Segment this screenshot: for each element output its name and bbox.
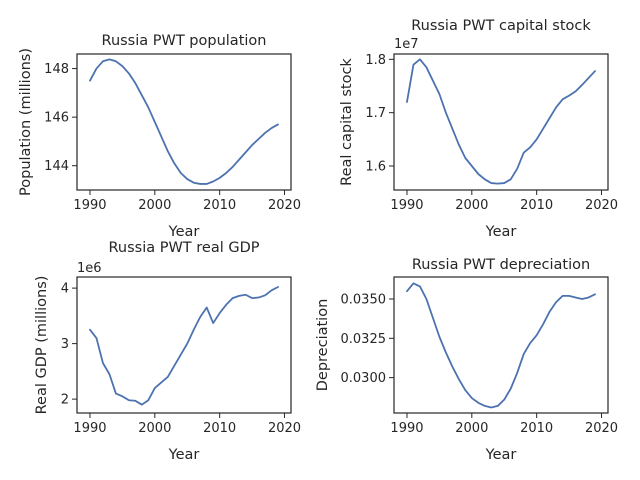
x-tick-group: 1990 2000 2010 2020 xyxy=(73,413,301,436)
series-line xyxy=(406,58,596,185)
x-tick-label: 2010 xyxy=(203,198,236,213)
chart-title: Russia PWT capital stock xyxy=(411,18,591,34)
x-tick-label: 1990 xyxy=(73,198,106,213)
y-tick-group: 144 146 148 xyxy=(44,62,77,174)
y-tick-label: 4 xyxy=(61,282,69,297)
y-tick-label: 0.0300 xyxy=(341,371,387,386)
x-tick-label: 2020 xyxy=(268,421,301,436)
panel-capital-stock: Russia PWT capital stock 1e7 1990 2000 201… xyxy=(339,18,618,240)
x-tick-label: 2020 xyxy=(268,198,301,213)
y-tick-label: 0.0325 xyxy=(341,332,387,347)
y-axis-label: Real capital stock xyxy=(339,58,355,186)
x-tick-label: 2010 xyxy=(520,198,553,213)
y-axis-label: Depreciation xyxy=(315,299,331,392)
x-tick-label: 2000 xyxy=(455,421,488,436)
x-tick-label: 1990 xyxy=(73,421,106,436)
series-line xyxy=(89,286,279,406)
panel-depreciation: Russia PWT depreciation 1990 2000 2010 2020… xyxy=(315,257,618,463)
y-tick-label: 148 xyxy=(44,62,69,77)
y-tick-label: 144 xyxy=(44,159,69,174)
y-tick-group: 0.0300 0.0325 0.0350 xyxy=(341,293,394,386)
x-axis-label: Year xyxy=(168,224,200,240)
plot-frame xyxy=(393,53,609,191)
x-tick-label: 2010 xyxy=(203,421,236,436)
x-tick-group: 1990 2000 2010 2020 xyxy=(73,190,301,213)
x-tick-label: 2010 xyxy=(520,421,553,436)
series-line xyxy=(406,282,596,409)
panel-population: Russia PWT population 1990 2000 2010 2020 1… xyxy=(18,33,301,240)
x-tick-label: 1990 xyxy=(390,198,423,213)
y-tick-group: 2 3 4 xyxy=(61,282,77,408)
chart-title: Russia PWT depreciation xyxy=(412,257,590,273)
y-axis-label: Real GDP (millions) xyxy=(34,276,50,415)
x-axis-label: Year xyxy=(168,447,200,463)
y-tick-group: 1.6 1.7 1.8 xyxy=(365,53,394,175)
x-tick-label: 2000 xyxy=(138,421,171,436)
offset-label: 1e6 xyxy=(77,261,102,276)
y-tick-label: 146 xyxy=(44,111,69,126)
x-tick-label: 2020 xyxy=(585,198,618,213)
x-tick-group: 1990 2000 2010 2020 xyxy=(390,190,618,213)
x-axis-label: Year xyxy=(485,224,517,240)
x-tick-label: 1990 xyxy=(390,421,423,436)
y-tick-label: 2 xyxy=(61,393,69,408)
panel-real-gdp: Russia PWT real GDP 1e6 1990 2000 2010 2020… xyxy=(34,240,301,463)
y-tick-label: 1.6 xyxy=(365,160,386,175)
offset-label: 1e7 xyxy=(394,37,419,52)
y-tick-label: 1.8 xyxy=(365,53,386,68)
x-tick-label: 2000 xyxy=(138,198,171,213)
x-tick-group: 1990 2000 2010 2020 xyxy=(390,413,618,436)
series-line xyxy=(89,58,279,185)
y-tick-label: 1.7 xyxy=(365,106,386,121)
y-tick-label: 3 xyxy=(61,337,69,352)
plot-frame xyxy=(76,53,292,191)
x-tick-label: 2000 xyxy=(455,198,488,213)
y-axis-label: Population (millions) xyxy=(18,48,34,196)
plot-frame xyxy=(393,276,609,414)
x-axis-label: Year xyxy=(485,447,517,463)
plot-frame xyxy=(76,276,292,414)
chart-title: Russia PWT population xyxy=(102,33,267,49)
y-tick-label: 0.0350 xyxy=(341,293,387,308)
x-tick-label: 2020 xyxy=(585,421,618,436)
chart-title: Russia PWT real GDP xyxy=(108,240,259,256)
